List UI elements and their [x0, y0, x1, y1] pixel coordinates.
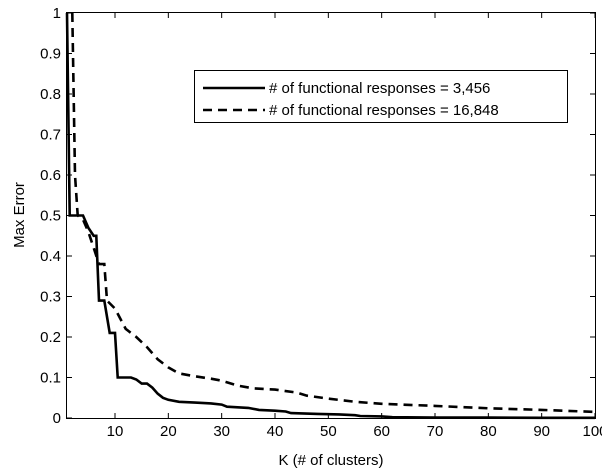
x-tick-label: 50: [320, 423, 337, 440]
y-axis-title: Max Error: [11, 182, 28, 248]
y-tick-label: 1: [53, 5, 61, 22]
y-tick-label: 0.7: [40, 127, 61, 144]
legend-box: [194, 70, 568, 123]
x-tick-label: 100: [582, 423, 602, 440]
x-tick-label: 90: [533, 423, 550, 440]
y-tick-label: 0.5: [40, 208, 61, 225]
ticks-layer: [67, 12, 596, 419]
y-tick-label: 0.1: [40, 370, 61, 387]
y-tick-label: 0.2: [40, 329, 61, 346]
tick-labels-layer: 10 20 30 40 50 60 70 80 90 100 0 0.1 0.2 0.3 0.4 0.5 0.6…: [40, 5, 602, 440]
y-tick-label: 0.4: [40, 248, 61, 265]
legend-label-series-2: # of functional responses = 16,848: [269, 102, 499, 119]
x-tick-label: 80: [480, 423, 497, 440]
plot-frame: [66, 12, 596, 419]
y-tick-label: 0: [53, 410, 61, 427]
series-line-1: [65, 12, 595, 420]
series-layer: [65, 12, 596, 420]
x-tick-label: 10: [107, 423, 124, 440]
x-tick-label: 40: [267, 423, 284, 440]
y-tick-label: 0.6: [40, 167, 61, 184]
legend-label-series-1: # of functional responses = 3,456: [269, 80, 490, 97]
x-axis-title: K (# of clusters): [278, 452, 383, 469]
y-tick-label: 0.8: [40, 86, 61, 103]
x-tick-label: 20: [160, 423, 177, 440]
y-tick-label: 0.9: [40, 46, 61, 63]
x-tick-label: 30: [213, 423, 230, 440]
x-tick-label: 60: [373, 423, 390, 440]
x-tick-label: 70: [427, 423, 444, 440]
y-tick-label: 0.3: [40, 289, 61, 306]
legend: # of functional responses = 3,456 # of f…: [194, 70, 568, 123]
